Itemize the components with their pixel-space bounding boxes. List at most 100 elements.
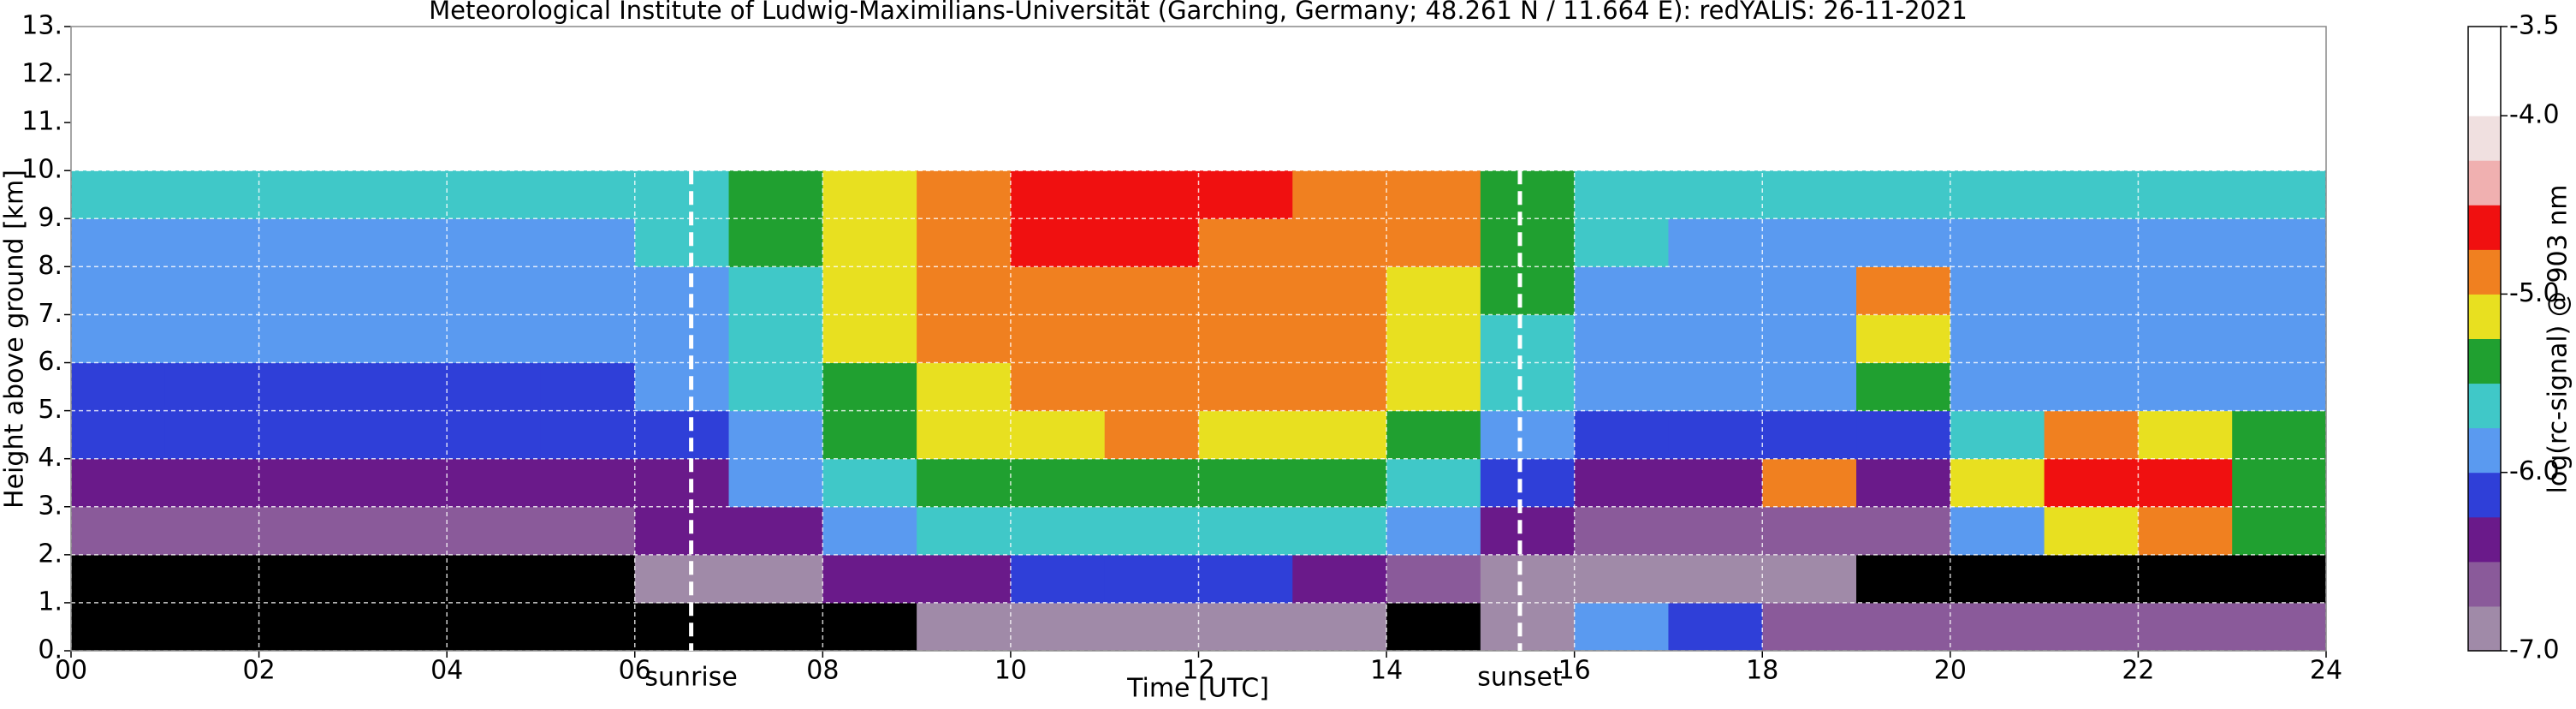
colorbar-tick-label: -6.0 bbox=[2509, 456, 2560, 486]
heatmap-cell bbox=[2138, 410, 2233, 460]
heatmap-cell bbox=[1104, 458, 1199, 508]
heatmap-cell bbox=[447, 506, 542, 556]
heatmap-cell bbox=[1386, 410, 1481, 460]
heatmap-cell bbox=[353, 314, 448, 364]
heatmap-cell bbox=[1668, 554, 1763, 604]
heatmap-cell bbox=[1762, 314, 1857, 364]
heatmap-cell bbox=[447, 410, 542, 460]
heatmap-cell bbox=[822, 218, 917, 267]
heatmap-cell bbox=[1198, 218, 1293, 267]
heatmap-cell bbox=[1856, 266, 1951, 315]
heatmap-cell bbox=[1292, 602, 1387, 652]
heatmap-cell bbox=[1386, 506, 1481, 556]
heatmap-cell bbox=[2232, 554, 2327, 604]
heatmap-cell bbox=[1292, 458, 1387, 508]
heatmap-cell bbox=[1292, 218, 1387, 267]
heatmap-cell bbox=[1104, 362, 1199, 412]
x-tick-label: 14 bbox=[1370, 656, 1403, 686]
colorbar-segment bbox=[2468, 71, 2501, 116]
plot-frame bbox=[70, 26, 2327, 652]
heatmap-cell bbox=[164, 314, 260, 364]
heatmap-cell bbox=[1480, 458, 1576, 508]
heatmap-cell bbox=[1480, 170, 1576, 219]
x-tick-label: 10 bbox=[994, 656, 1027, 686]
x-tick-label: 20 bbox=[1934, 656, 1967, 686]
y-tick-label: 5. bbox=[38, 395, 62, 425]
heatmap-cell bbox=[1762, 458, 1857, 508]
colorbar-segment bbox=[2468, 249, 2501, 295]
heatmap-cell bbox=[1292, 554, 1387, 604]
heatmap-cell bbox=[71, 602, 166, 652]
heatmap-cell bbox=[164, 218, 260, 267]
heatmap-cell bbox=[728, 362, 823, 412]
heatmap-cell bbox=[1104, 266, 1199, 315]
heatmap-cell bbox=[2138, 362, 2233, 412]
heatmap-cell bbox=[1480, 554, 1576, 604]
heatmap-cell bbox=[1480, 218, 1576, 267]
y-tick-label: 1. bbox=[38, 587, 62, 617]
heatmap-cell bbox=[353, 410, 448, 460]
heatmap-cell bbox=[1386, 170, 1481, 219]
heatmap-cell bbox=[634, 362, 730, 412]
heatmap-cell bbox=[2232, 458, 2327, 508]
heatmap-cell bbox=[822, 170, 917, 219]
heatmap-cell bbox=[1386, 554, 1481, 604]
colorbar-tick-label: -7.0 bbox=[2509, 635, 2560, 665]
heatmap-cell bbox=[1198, 458, 1293, 508]
heatmap-cell bbox=[71, 266, 166, 315]
heatmap-cell bbox=[822, 602, 917, 652]
heatmap-cell bbox=[1950, 506, 2045, 556]
heatmap-cell bbox=[2138, 506, 2233, 556]
y-tick-label: 7. bbox=[38, 299, 62, 329]
heatmap-cell bbox=[822, 506, 917, 556]
heatmap-cell bbox=[2138, 314, 2233, 364]
heatmap-cell bbox=[1668, 362, 1763, 412]
heatmap-cell bbox=[164, 602, 260, 652]
heatmap-cell bbox=[2232, 506, 2327, 556]
heatmap-cell bbox=[1198, 266, 1293, 315]
heatmap-cell bbox=[2138, 602, 2233, 652]
heatmap-cell bbox=[822, 314, 917, 364]
x-tick-label: 16 bbox=[1558, 656, 1591, 686]
colorbar-segment bbox=[2468, 294, 2501, 339]
heatmap-cell bbox=[2138, 218, 2233, 267]
heatmap-cell bbox=[1856, 554, 1951, 604]
heatmap-cell bbox=[1010, 554, 1106, 604]
heatmap-cell bbox=[71, 554, 166, 604]
heatmap-cell bbox=[728, 218, 823, 267]
heatmap-cell bbox=[71, 362, 166, 412]
heatmap-cell bbox=[1856, 314, 1951, 364]
heatmap-cell bbox=[540, 458, 636, 508]
heatmap-cell bbox=[71, 458, 166, 508]
heatmap-cell bbox=[1950, 314, 2045, 364]
colorbar-segment bbox=[2468, 383, 2501, 429]
heatmap-cell bbox=[447, 458, 542, 508]
heatmap-cell bbox=[1762, 170, 1857, 219]
heatmap-cell bbox=[1104, 314, 1199, 364]
heatmap-cell bbox=[540, 602, 636, 652]
heatmap-cell bbox=[1292, 506, 1387, 556]
y-tick-label: 3. bbox=[38, 491, 62, 521]
heatmap-cell bbox=[1480, 506, 1576, 556]
heatmap-cell bbox=[1198, 314, 1293, 364]
colorbar-label: log(rc-signal) @ 903 nm bbox=[2543, 185, 2573, 494]
colorbar-segment bbox=[2468, 160, 2501, 206]
heatmap-cell bbox=[1198, 170, 1293, 219]
y-tick-label: 12. bbox=[21, 59, 62, 89]
x-axis-label: Time [UTC] bbox=[1126, 674, 1269, 704]
heatmap-cell bbox=[1198, 554, 1293, 604]
heatmap-cell bbox=[1574, 554, 1669, 604]
heatmap-cell bbox=[540, 410, 636, 460]
heatmap-cell bbox=[1010, 266, 1106, 315]
heatmap-cell bbox=[822, 410, 917, 460]
heatmap-cell bbox=[1950, 362, 2045, 412]
heatmap-cell bbox=[258, 362, 353, 412]
heatmap-cell bbox=[1010, 218, 1106, 267]
heatmap-cell bbox=[1480, 602, 1576, 652]
heatmap-cell bbox=[728, 602, 823, 652]
heatmap-cell bbox=[1950, 458, 2045, 508]
heatmap-cell bbox=[728, 266, 823, 315]
heatmap-cell bbox=[164, 266, 260, 315]
heatmap-cell bbox=[1104, 506, 1199, 556]
